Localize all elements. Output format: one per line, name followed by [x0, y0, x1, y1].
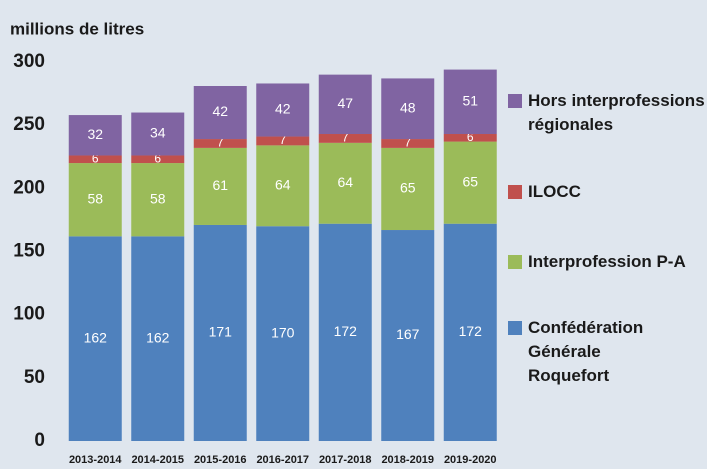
- data-label: 7: [342, 131, 349, 145]
- axis-label: millions de litres: [10, 19, 144, 38]
- legend-swatch: [508, 321, 522, 335]
- bar-segment: [443, 223, 497, 441]
- data-label: 6: [154, 151, 161, 165]
- x-tick-label: 2014-2015: [131, 454, 184, 466]
- bar-segment: [68, 236, 122, 441]
- y-tick-label: 100: [13, 304, 45, 325]
- legend-item: ILOCC: [508, 180, 707, 204]
- data-label: 170: [271, 324, 295, 340]
- data-label: 32: [87, 126, 103, 142]
- legend-item: Interprofession P-A: [508, 250, 707, 274]
- legend-label: Interprofession P-A: [528, 252, 686, 271]
- data-label: 172: [459, 323, 483, 339]
- bar-segment: [68, 155, 122, 164]
- x-tick-label: 2019-2020: [444, 454, 497, 466]
- data-label: 48: [400, 99, 416, 115]
- data-label: 171: [209, 324, 233, 340]
- bar-segment: [68, 115, 122, 156]
- bar-segment: [193, 86, 247, 140]
- y-tick-label: 200: [13, 177, 45, 198]
- bar-segment: [443, 141, 497, 224]
- bar-segment: [318, 74, 372, 135]
- bar-segment: [256, 136, 310, 146]
- bar-segment: [256, 226, 310, 441]
- data-label: 6: [467, 130, 474, 144]
- data-label: 64: [337, 174, 353, 190]
- data-label: 6: [92, 151, 99, 165]
- bar-segment: [131, 163, 185, 237]
- data-label: 47: [337, 95, 353, 111]
- data-label: 58: [150, 190, 166, 206]
- bar-segment: [381, 230, 435, 441]
- x-tick-label: 2018-2019: [381, 454, 434, 466]
- legend-label: Hors interprofessions régionales: [528, 91, 705, 134]
- bar-segment: [131, 236, 185, 441]
- data-label: 172: [334, 323, 358, 339]
- bar-segment: [256, 145, 310, 227]
- data-label: 42: [275, 101, 291, 117]
- data-label: 162: [146, 329, 170, 345]
- data-label: 7: [404, 136, 411, 150]
- data-label: 65: [462, 173, 478, 189]
- bar-segment: [193, 224, 247, 441]
- bar-segment: [381, 139, 435, 148]
- bar-segment: [131, 112, 185, 156]
- bar-segment: [193, 139, 247, 148]
- bar-segment: [68, 163, 122, 237]
- y-tick-label: 50: [24, 367, 45, 388]
- legend-label: Confédération Générale Roquefort: [528, 318, 644, 385]
- bar-segment: [318, 223, 372, 441]
- data-label: 162: [84, 329, 108, 345]
- data-label: 167: [396, 326, 420, 342]
- y-tick-label: 300: [13, 51, 45, 72]
- x-tick-label: 2017-2018: [319, 454, 372, 466]
- x-tick-label: 2013-2014: [69, 454, 122, 466]
- data-label: 7: [217, 136, 224, 150]
- bar-segment: [131, 155, 185, 164]
- bar-segment: [381, 147, 435, 231]
- data-label: 58: [87, 190, 103, 206]
- data-label: 64: [275, 177, 291, 193]
- legend-label: ILOCC: [528, 182, 581, 201]
- bar-segment: [318, 134, 372, 143]
- x-tick-label: 2015-2016: [194, 454, 247, 466]
- bar-segment: [318, 142, 372, 224]
- data-label: 34: [150, 125, 166, 141]
- legend-item: Confédération Générale Roquefort: [508, 316, 707, 388]
- bar-segment: [193, 147, 247, 225]
- legend-swatch: [508, 255, 522, 269]
- y-tick-label: 250: [13, 114, 45, 135]
- y-tick-label: 0: [34, 430, 45, 451]
- legend-swatch: [508, 94, 522, 108]
- x-tick-label: 2016-2017: [256, 454, 309, 466]
- data-label: 7: [279, 133, 286, 147]
- data-label: 65: [400, 180, 416, 196]
- y-tick-label: 150: [13, 241, 45, 262]
- legend-item: Hors interprofessions régionales: [508, 89, 707, 137]
- bar-segment: [443, 134, 497, 142]
- bar-segment: [381, 78, 435, 140]
- data-label: 42: [212, 103, 228, 119]
- data-label: 51: [462, 92, 478, 108]
- data-label: 61: [212, 177, 228, 193]
- bar-segment: [256, 83, 310, 137]
- bar-segment: [443, 69, 497, 135]
- legend-swatch: [508, 185, 522, 199]
